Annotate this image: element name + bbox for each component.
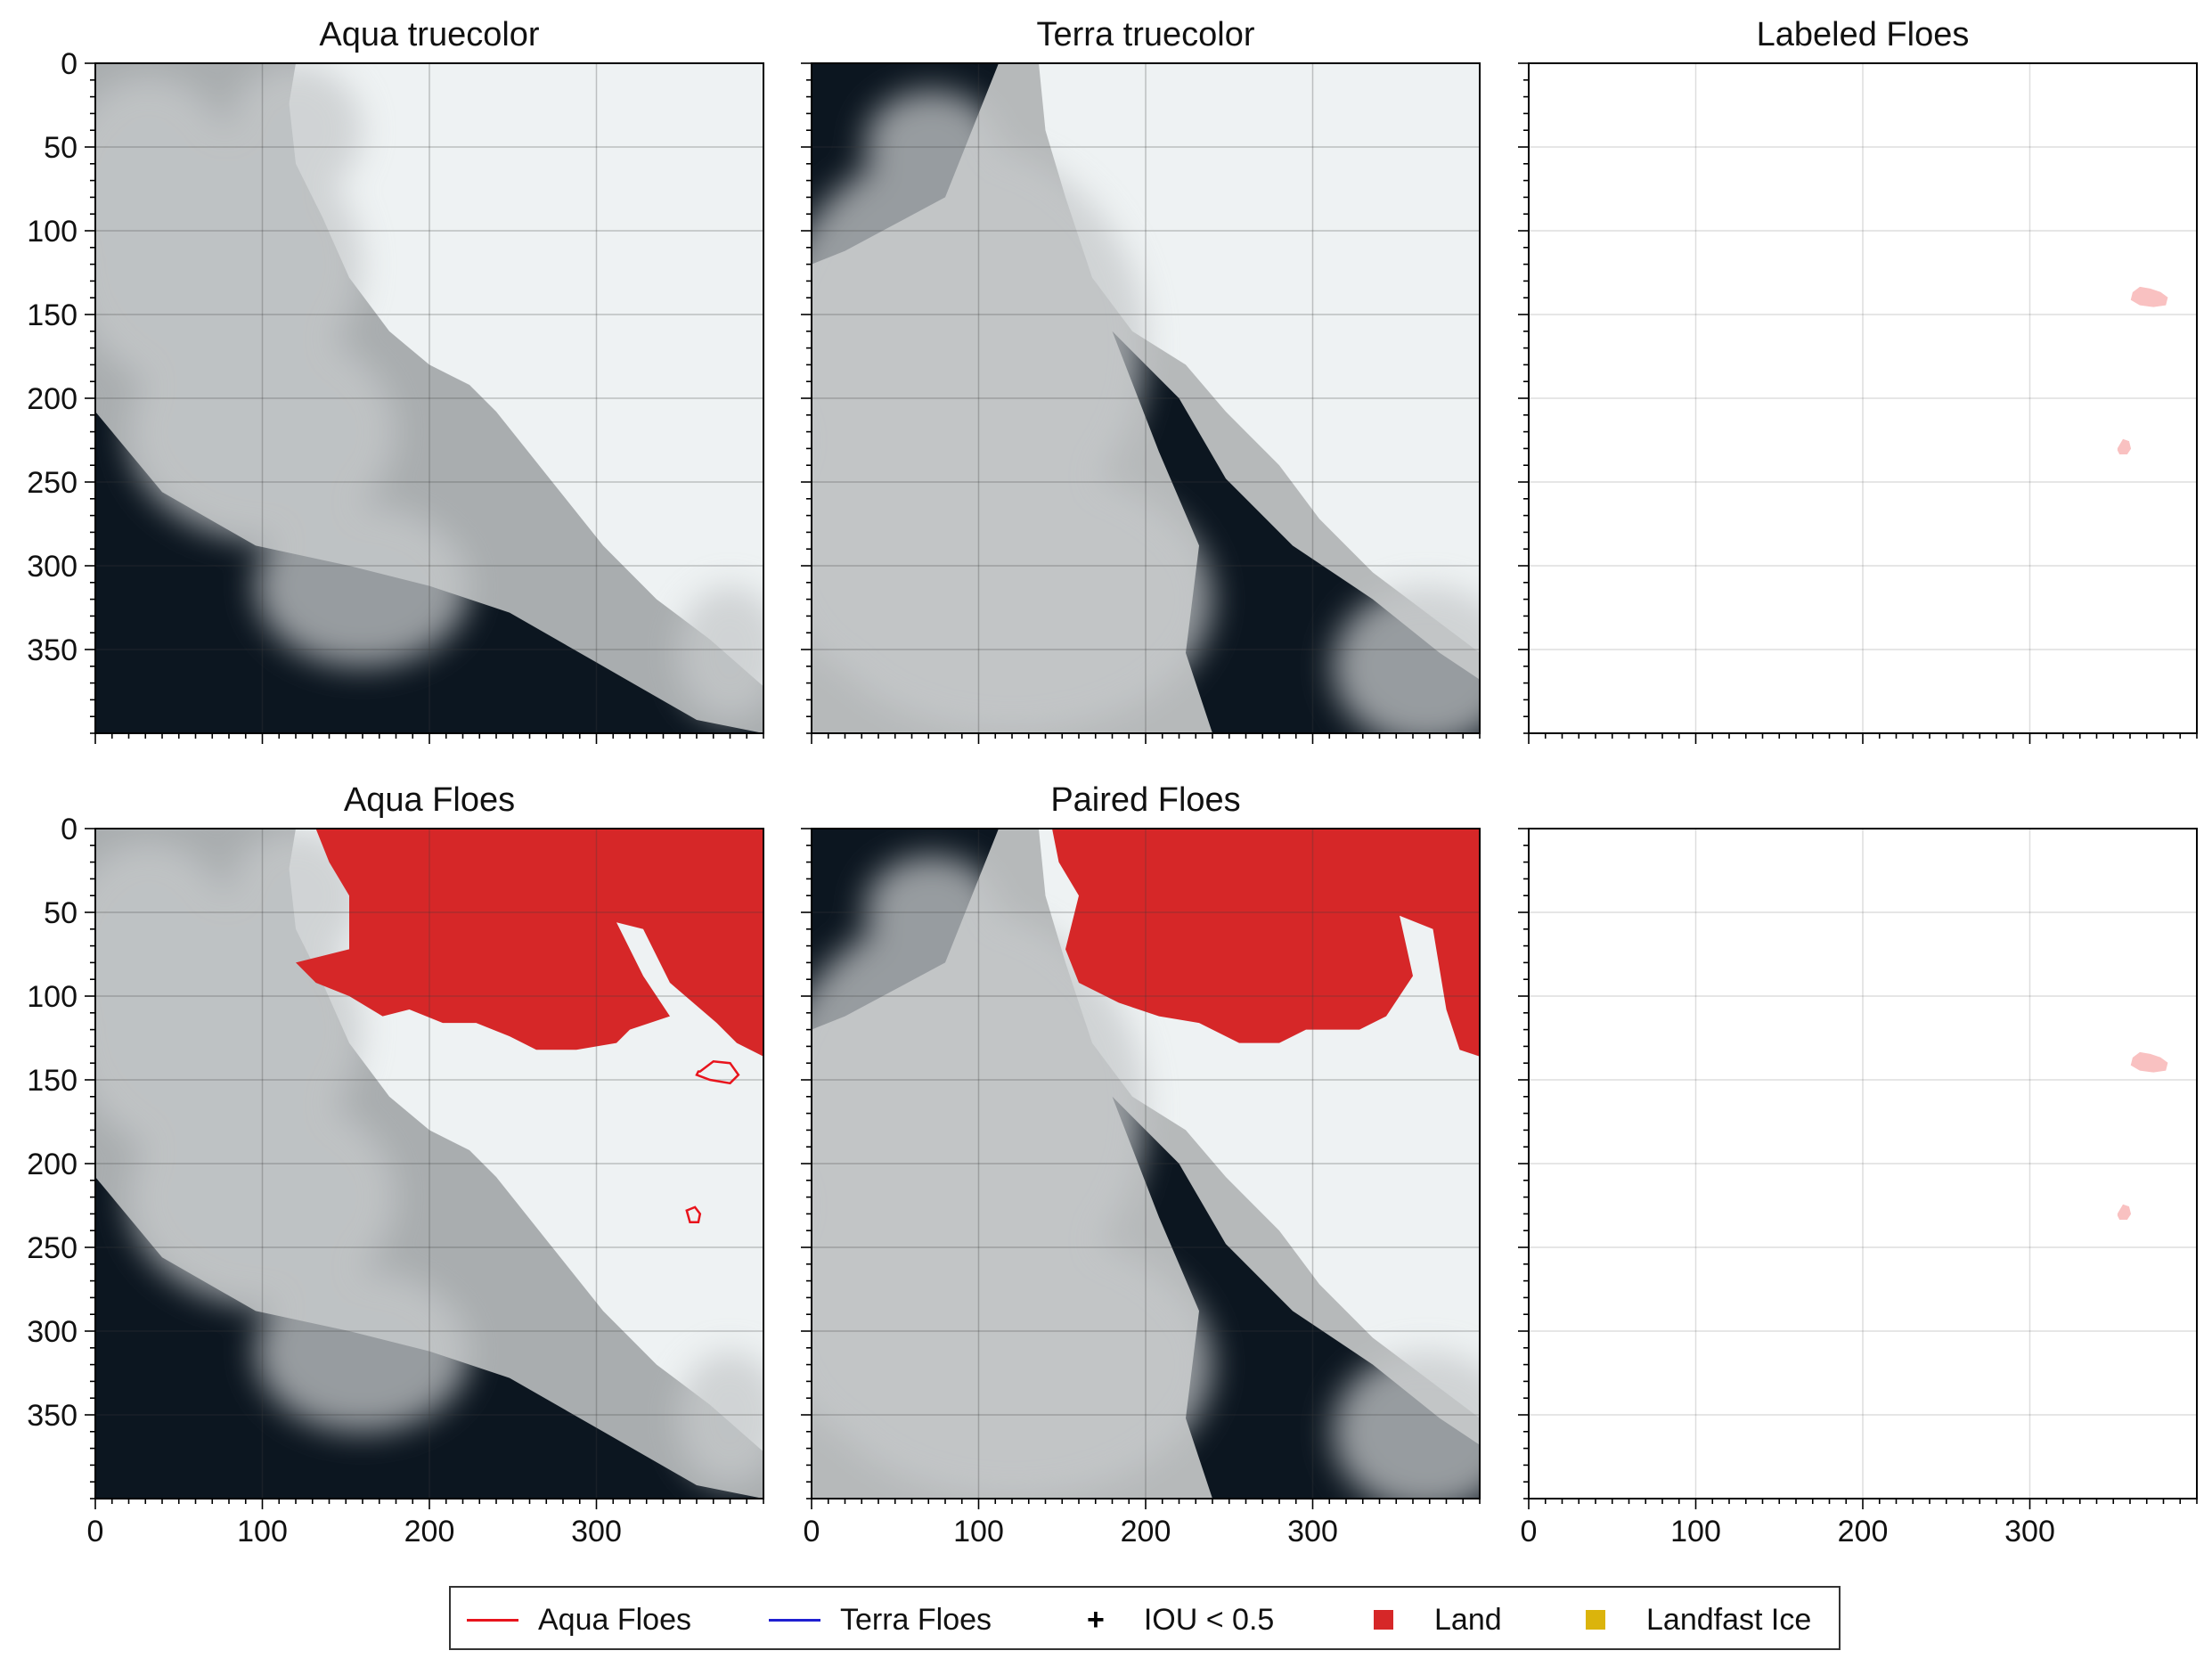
imagery-cloud [128, 1090, 396, 1304]
y-tick-label: 300 [27, 550, 78, 584]
panel-labeled-floes: Labeled Floes [1518, 16, 2198, 744]
legend-label: Land [1434, 1602, 1502, 1637]
imagery-cloud [256, 1271, 469, 1432]
legend-label: Aqua Floes [538, 1602, 691, 1637]
x-tick-label: 0 [804, 1515, 820, 1549]
plus-marker-icon: + [1087, 1602, 1105, 1637]
x-tick-label: 0 [87, 1515, 104, 1549]
plot-area [1529, 829, 2197, 1499]
y-tick-label: 50 [44, 896, 78, 930]
imagery-sea-ice [289, 63, 763, 687]
legend-item-aqua-floes: Aqua Floes [467, 1588, 691, 1652]
legend-line-terra [769, 1618, 820, 1622]
y-tick-label: 350 [27, 1399, 78, 1433]
panel-paired-labels: 0 100 200 300 [1518, 828, 2198, 1549]
plot-area [812, 63, 1480, 733]
imagery-open-water [95, 1177, 763, 1499]
imagery-cloud [95, 842, 242, 1083]
plot-background [1529, 63, 2197, 733]
legend-swatch-land [1374, 1610, 1393, 1630]
imagery-cloud [812, 1150, 985, 1445]
imagery-clouds [812, 855, 1480, 1499]
legend-item-landfast-ice: Landfast Ice [1570, 1588, 1811, 1652]
imagery-clouds [95, 829, 763, 1485]
imagery-cloud [256, 505, 469, 666]
panel-title: Terra truecolor [1037, 16, 1255, 53]
x-tick-label: 100 [237, 1515, 288, 1549]
legend: Aqua Floes Terra Floes + IOU < 0.5 Land … [449, 1586, 1841, 1650]
panel-title: Labeled Floes [1757, 16, 1970, 53]
y-tick-label: 50 [44, 131, 78, 165]
x-tick-label: 300 [571, 1515, 622, 1549]
panel-title: Paired Floes [1050, 781, 1240, 819]
labeled-floe [2130, 1051, 2168, 1073]
aqua-floe-outline [695, 1060, 740, 1085]
legend-line-aqua [467, 1618, 518, 1622]
imagery-open-water [95, 412, 763, 733]
plot-area [812, 829, 1480, 1499]
plot-area [1529, 63, 2197, 733]
y-tick-label: 200 [27, 1148, 78, 1181]
legend-item-terra-floes: Terra Floes [769, 1588, 992, 1652]
aqua-floe-outline [685, 1205, 702, 1224]
y-tick-label: 250 [27, 466, 78, 500]
x-tick-label: 100 [953, 1515, 1004, 1549]
plot-area [95, 63, 763, 733]
x-tick-label: 200 [404, 1515, 455, 1549]
x-tick-label: 200 [1838, 1515, 1889, 1549]
imagery-cloud [229, 63, 363, 198]
legend-label: IOU < 0.5 [1143, 1602, 1275, 1637]
panel-paired-floes: 0 100 200 300 Paired Floes [801, 781, 1481, 1549]
y-tick-label: 100 [27, 980, 78, 1014]
labeled-floe [2117, 438, 2132, 454]
imagery-cloud [1333, 1351, 1480, 1499]
legend-item-land: Land [1358, 1588, 1502, 1652]
imagery-clouds [812, 90, 1480, 733]
legend-swatch-landfast-ice [1586, 1610, 1605, 1630]
land-mask [296, 829, 763, 1057]
y-tick-label: 150 [27, 298, 78, 332]
imagery-cloud [865, 855, 999, 963]
imagery-sea-ice [1039, 63, 1480, 653]
imagery-cloud [865, 90, 999, 198]
plot-area [95, 829, 763, 1499]
imagery-cloud [676, 585, 763, 720]
y-tick-label: 0 [61, 813, 78, 846]
legend-item-iou: + IOU < 0.5 [1074, 1588, 1274, 1652]
x-tick-label: 100 [1670, 1515, 1721, 1549]
panel-aqua-floes: 0 100 200 300 0 50 100 150 200 250 300 350 Aqua Floe… [27, 781, 764, 1549]
x-tick-label: 0 [1521, 1515, 1538, 1549]
plot-background [1529, 829, 2197, 1499]
x-tick-label: 300 [2004, 1515, 2055, 1549]
imagery-cloud [229, 829, 363, 963]
imagery-cloud [1333, 585, 1480, 733]
imagery-clouds [95, 63, 763, 720]
x-tick-label: 300 [1287, 1515, 1338, 1549]
panel-terra-truecolor: Terra truecolor [801, 16, 1481, 744]
labeled-floe [2130, 286, 2168, 307]
panel-aqua-truecolor: 0 50 100 150 200 250 300 350 Aqua truecolor [27, 16, 764, 744]
panel-title: Aqua Floes [344, 781, 515, 819]
y-tick-label: 250 [27, 1231, 78, 1265]
x-tick-label: 200 [1121, 1515, 1171, 1549]
imagery-cloud [128, 324, 396, 539]
legend-label: Landfast Ice [1646, 1602, 1812, 1637]
y-tick-label: 0 [61, 47, 78, 81]
imagery-cloud [95, 77, 242, 318]
imagery-cloud [676, 1351, 763, 1485]
legend-label: Terra Floes [840, 1602, 992, 1637]
land-mask [1052, 829, 1480, 1057]
labeled-floe [2117, 1204, 2132, 1220]
y-tick-label: 300 [27, 1315, 78, 1349]
y-tick-label: 150 [27, 1064, 78, 1098]
y-tick-label: 350 [27, 633, 78, 667]
y-tick-label: 100 [27, 215, 78, 249]
imagery-cloud [812, 385, 985, 680]
y-tick-label: 200 [27, 382, 78, 416]
panel-title: Aqua truecolor [319, 16, 539, 53]
